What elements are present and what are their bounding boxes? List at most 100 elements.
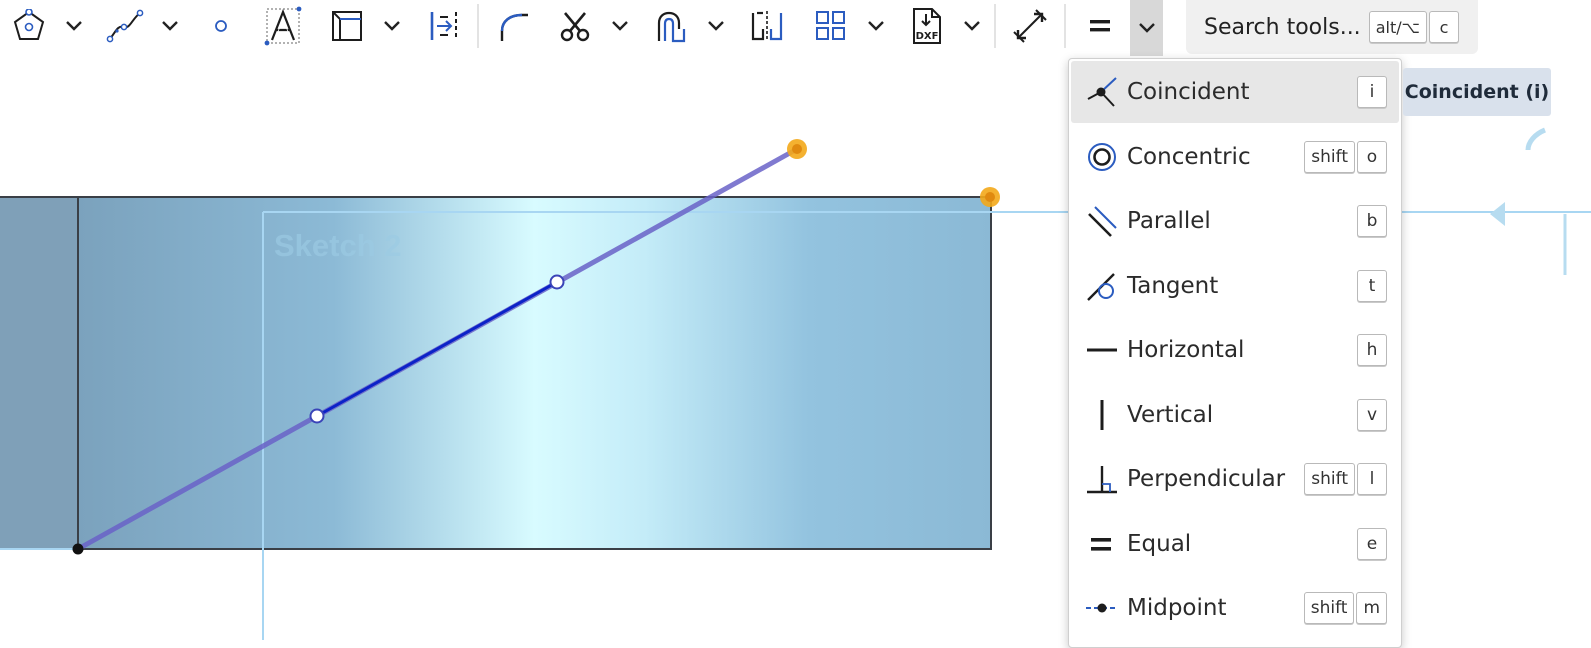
horizontal-icon — [1085, 333, 1119, 367]
sketch-point[interactable] — [309, 408, 325, 424]
shortcut-key: alt/⌥ — [1368, 11, 1428, 43]
sketch-point[interactable] — [549, 274, 565, 290]
chevron-down-icon — [708, 21, 724, 31]
menu-item-label: Horizontal — [1127, 337, 1245, 363]
shortcut-key: l — [1357, 463, 1387, 495]
trim-tool-button[interactable] — [556, 6, 594, 46]
pattern-tool-dropdown[interactable] — [866, 14, 886, 38]
insert-image-tool-dropdown[interactable] — [382, 14, 402, 38]
shortcut-key: b — [1357, 205, 1387, 237]
offset-tool-button[interactable] — [422, 6, 464, 46]
toolbar-divider — [994, 4, 996, 48]
dimension-tool-button[interactable] — [1008, 6, 1052, 46]
menu-item-concentric[interactable]: Concentric shift o — [1071, 126, 1399, 188]
menu-item-vertical[interactable]: Vertical v — [1071, 384, 1399, 446]
shortcut-key: c — [1429, 11, 1460, 43]
text-icon — [264, 6, 302, 46]
image-rectangle-icon — [332, 11, 362, 41]
chevron-down-icon — [868, 21, 884, 31]
adjacent-face — [0, 197, 78, 549]
shortcut-keys: h — [1357, 334, 1387, 366]
equal-icon — [1085, 527, 1119, 561]
polygon-tool-dropdown[interactable] — [64, 14, 84, 38]
toolbar-divider — [1064, 4, 1066, 48]
dxf-import-tool-button[interactable]: DXF — [904, 6, 948, 46]
menu-item-label: Parallel — [1127, 208, 1211, 234]
menu-item-label: Coincident — [1127, 79, 1250, 105]
chevron-down-icon — [66, 21, 82, 31]
insert-image-tool-button[interactable] — [326, 6, 368, 46]
menu-item-label: Equal — [1127, 531, 1192, 557]
fillet-tool-button[interactable] — [492, 6, 534, 46]
constraint-menu: Coincident i Concentric shift o Parallel… — [1068, 58, 1402, 648]
menu-item-horizontal[interactable]: Horizontal h — [1071, 319, 1399, 381]
shortcut-key: t — [1357, 270, 1387, 302]
selected-face[interactable] — [78, 197, 991, 549]
perpendicular-icon — [1085, 462, 1119, 496]
polygon-tool-button[interactable] — [8, 6, 50, 46]
shortcut-key: i — [1357, 76, 1387, 108]
view-triad-fragment — [1490, 202, 1505, 226]
dxf-icon-text: DXF — [916, 31, 939, 42]
tooltip: Coincident (i) — [1403, 68, 1551, 116]
chevron-down-icon — [964, 21, 980, 31]
constraint-tool-dropdown[interactable] — [1130, 0, 1163, 56]
dxf-icon: DXF — [913, 8, 941, 44]
sketch-line-selected[interactable] — [316, 280, 558, 418]
shortcut-key: o — [1357, 141, 1387, 173]
sketch-toolbar: DXF Search tools... alt/⌥ c — [0, 0, 1591, 56]
equal-icon — [1090, 20, 1110, 32]
point-tool-button[interactable] — [204, 6, 238, 46]
pattern-icon — [816, 11, 845, 40]
shortcut-keys: i — [1357, 76, 1387, 108]
menu-item-perpendicular[interactable]: Perpendicular shift l — [1071, 448, 1399, 510]
sketch-viewport: Sketch 2 — [0, 127, 1591, 640]
coincident-icon — [1085, 75, 1119, 109]
offset-curve-icon — [657, 11, 686, 43]
menu-item-parallel[interactable]: Parallel b — [1071, 190, 1399, 252]
shortcut-key: h — [1357, 334, 1387, 366]
point-icon — [215, 20, 227, 32]
search-tools-button[interactable]: Search tools... alt/⌥ c — [1186, 0, 1478, 54]
shortcut-keys: v — [1357, 399, 1387, 431]
spline-tool-button[interactable] — [104, 6, 146, 46]
constraint-tool-button[interactable] — [1080, 6, 1120, 46]
parallel-icon — [1085, 204, 1119, 238]
fillet-icon — [500, 13, 528, 41]
menu-item-tangent[interactable]: Tangent t — [1071, 255, 1399, 317]
shortcut-keys: e — [1357, 528, 1387, 560]
tangent-icon — [1085, 269, 1119, 303]
offset-curve-tool-button[interactable] — [650, 6, 692, 46]
scissors-icon — [560, 12, 590, 42]
menu-item-equal[interactable]: Equal e — [1071, 513, 1399, 575]
trim-tool-dropdown[interactable] — [610, 14, 630, 38]
menu-item-coincident[interactable]: Coincident i — [1071, 61, 1399, 123]
shortcut-keys: b — [1357, 205, 1387, 237]
text-tool-button[interactable] — [262, 6, 304, 46]
shortcut-keys: shift o — [1304, 141, 1387, 173]
vertical-icon — [1085, 398, 1119, 432]
shortcut-key: shift — [1304, 463, 1355, 495]
dxf-import-tool-dropdown[interactable] — [962, 14, 982, 38]
spline-icon — [106, 9, 144, 43]
offset-curve-tool-dropdown[interactable] — [706, 14, 726, 38]
menu-item-midpoint[interactable]: Midpoint shift m — [1071, 577, 1399, 639]
sketch-point[interactable] — [72, 543, 84, 555]
graphics-area[interactable]: Sketch 2 — [0, 56, 1591, 640]
menu-item-label: Concentric — [1127, 144, 1251, 170]
menu-item-label: Perpendicular — [1127, 466, 1286, 492]
spline-tool-dropdown[interactable] — [160, 14, 180, 38]
shortcut-key: shift — [1303, 592, 1355, 624]
midpoint-icon — [1085, 591, 1119, 625]
mirror-tool-button[interactable] — [746, 6, 788, 46]
selected-vertex-center — [985, 192, 995, 202]
offset-icon — [430, 12, 457, 40]
search-tools-label: Search tools... — [1204, 14, 1361, 40]
chevron-down-icon — [384, 21, 400, 31]
face-edge[interactable] — [0, 196, 992, 550]
concentric-icon — [1085, 140, 1119, 174]
pattern-tool-button[interactable] — [810, 6, 852, 46]
polygon-icon — [13, 9, 45, 40]
shortcut-key: v — [1357, 399, 1387, 431]
shortcut-keys: t — [1357, 270, 1387, 302]
